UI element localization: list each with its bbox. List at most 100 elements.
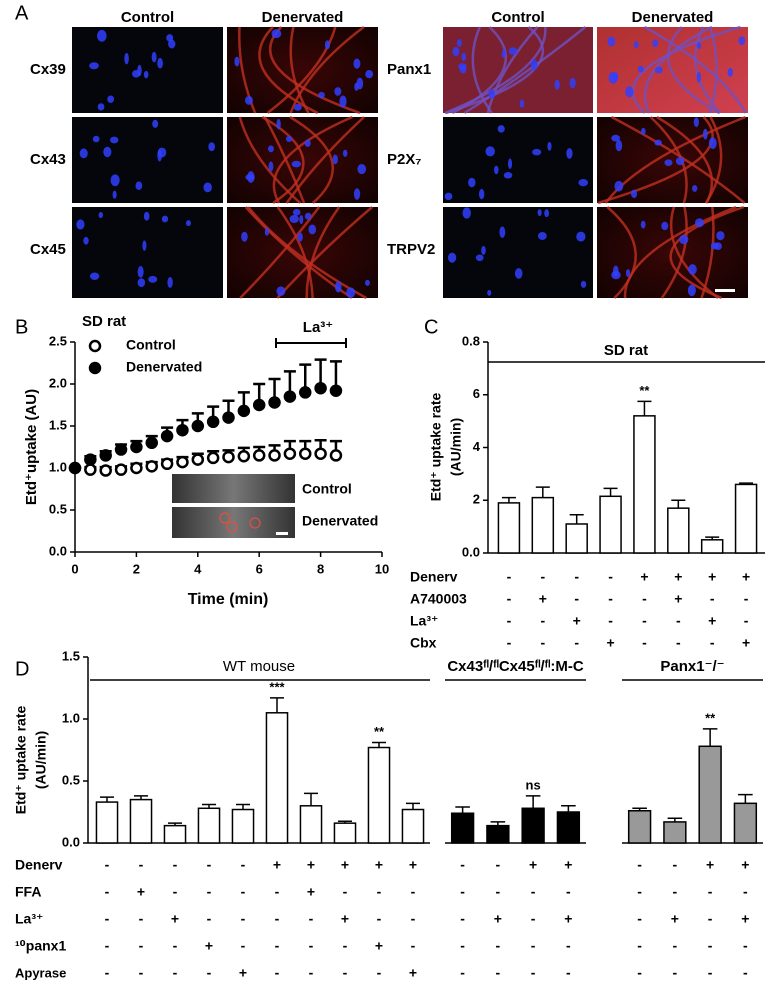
- condition-sign: -: [377, 965, 382, 981]
- condition-sign: -: [275, 965, 280, 981]
- condition-sign: +: [341, 857, 349, 873]
- nucleus: [608, 71, 618, 84]
- condition-sign: -: [708, 911, 713, 927]
- nucleus: [208, 142, 215, 152]
- nucleus: [83, 236, 89, 245]
- condition-sign: -: [139, 938, 144, 954]
- condition-sign: +: [409, 857, 417, 873]
- fiber-outline: [610, 115, 746, 204]
- condition-sign: -: [275, 884, 280, 900]
- condition-sign: -: [642, 591, 647, 607]
- error-bar: [501, 496, 516, 503]
- nucleus: [576, 231, 586, 242]
- y-tick-label: 2: [473, 492, 480, 507]
- nucleus: [501, 49, 506, 58]
- condition-sign: -: [309, 911, 314, 927]
- data-point: [84, 453, 97, 466]
- condition-sign: -: [673, 938, 678, 954]
- nucleus: [234, 56, 240, 67]
- x-tick-label: 6: [256, 561, 263, 576]
- significance-label: **: [705, 710, 716, 725]
- fiber-outline: [239, 206, 321, 299]
- condition-sign: -: [496, 965, 501, 981]
- condition-sign: -: [540, 569, 545, 585]
- condition-sign: -: [377, 911, 382, 927]
- condition-sign: +: [171, 911, 179, 927]
- row-label: Apyrase: [15, 965, 66, 980]
- micrograph: [72, 117, 223, 203]
- nucleus: [444, 192, 453, 201]
- bar: [197, 807, 221, 844]
- inset-marker: [219, 512, 231, 524]
- nucleus: [696, 41, 702, 49]
- condition-sign: -: [343, 884, 348, 900]
- condition-sign: -: [507, 569, 512, 585]
- data-point: [130, 440, 143, 454]
- column-header: Denervated: [632, 9, 714, 26]
- fiber-outline: [266, 26, 337, 114]
- nucleus: [514, 268, 523, 279]
- condition-sign: -: [207, 911, 212, 927]
- condition-sign: -: [637, 911, 642, 927]
- bar: [521, 807, 545, 844]
- fiber-outline: [708, 26, 718, 114]
- nucleus: [157, 57, 163, 69]
- nucleus: [615, 139, 623, 152]
- x-tick-label: 8: [317, 561, 324, 576]
- data-point: [237, 449, 251, 463]
- nucleus: [264, 227, 270, 236]
- nucleus: [679, 234, 689, 245]
- nucleus: [478, 188, 485, 200]
- nucleus: [285, 135, 293, 143]
- bar: [627, 810, 652, 844]
- data-point: [99, 464, 112, 477]
- fiber-outline: [666, 26, 720, 115]
- condition-sign: -: [673, 884, 678, 900]
- row-label: ¹⁰panx1: [15, 938, 66, 954]
- fiber-outline: [623, 205, 737, 299]
- nucleus: [569, 77, 576, 89]
- condition-sign: -: [743, 884, 748, 900]
- nucleus: [291, 160, 302, 168]
- data-point: [84, 463, 97, 476]
- nucleus: [530, 59, 538, 71]
- nucleus: [324, 40, 331, 50]
- condition-sign: +: [375, 938, 383, 954]
- condition-sign: +: [708, 569, 716, 585]
- nucleus: [107, 95, 115, 103]
- error-bar: [235, 803, 251, 810]
- nucleus: [168, 39, 176, 49]
- condition-sign: -: [574, 591, 579, 607]
- nucleus: [637, 65, 644, 73]
- data-point: [68, 461, 82, 475]
- condition-sign: +: [742, 635, 750, 651]
- x-tick-label: 10: [375, 561, 389, 576]
- nucleus: [447, 252, 457, 263]
- data-point: [114, 443, 128, 456]
- bar: [698, 745, 722, 844]
- condition-sign: -: [743, 938, 748, 954]
- data-point: [252, 398, 266, 412]
- error-bar: [535, 486, 550, 498]
- bar: [401, 808, 425, 844]
- y-tick-label: 0.8: [462, 333, 480, 348]
- nucleus: [357, 163, 367, 175]
- condition-sign: +: [606, 635, 614, 651]
- nucleus: [494, 165, 499, 175]
- data-point: [206, 451, 220, 465]
- condition-sign: -: [673, 965, 678, 981]
- condition-sign: +: [307, 884, 315, 900]
- condition-sign: -: [642, 613, 647, 629]
- nucleus: [143, 211, 150, 221]
- condition-sign: -: [460, 911, 465, 927]
- micrograph: [72, 207, 223, 298]
- fiber-outline: [463, 26, 587, 115]
- condition-sign: -: [744, 591, 749, 607]
- condition-sign: -: [566, 938, 571, 954]
- fiber-outline: [471, 26, 493, 114]
- inset-image: [172, 474, 295, 503]
- condition-sign: -: [708, 938, 713, 954]
- nucleus: [297, 232, 303, 242]
- nucleus: [289, 214, 299, 224]
- scale-bar: [715, 289, 735, 292]
